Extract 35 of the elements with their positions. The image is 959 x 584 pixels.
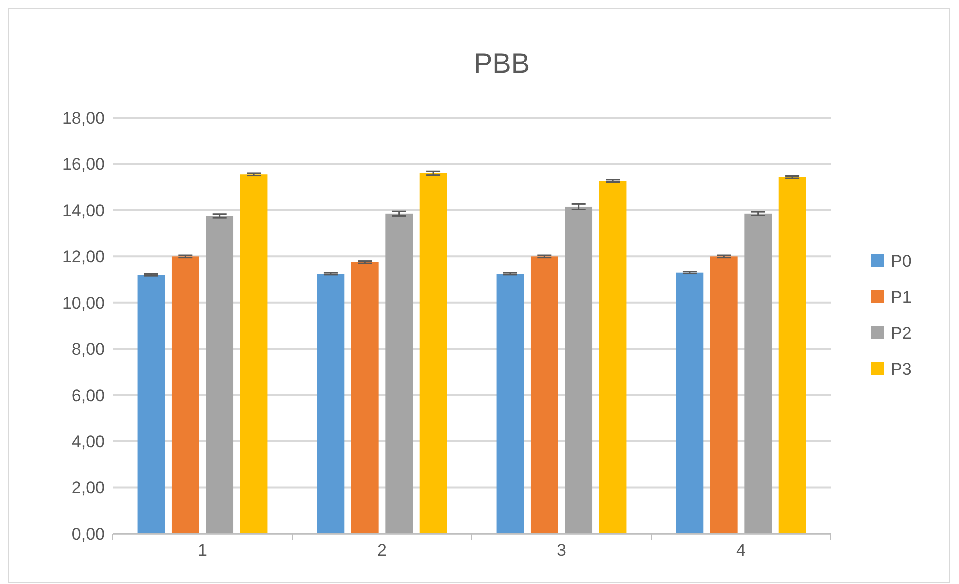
y-tick-label: 14,00 [62, 201, 105, 220]
legend-label: P0 [891, 252, 912, 271]
y-tick-label: 8,00 [72, 340, 105, 360]
bar [710, 256, 738, 534]
x-tick-label: 3 [557, 541, 566, 560]
bar [565, 206, 593, 534]
legend-label: P1 [891, 288, 912, 307]
bar [599, 181, 627, 534]
bar [317, 274, 345, 534]
y-tick-label: 10,00 [62, 294, 105, 313]
bar [138, 275, 166, 534]
bar [676, 272, 704, 534]
legend-label: P2 [891, 324, 912, 343]
y-tick-label: 16,00 [62, 155, 105, 174]
bar [744, 214, 772, 534]
bar [386, 214, 414, 534]
y-tick-label: 2,00 [72, 478, 105, 498]
bar [778, 177, 806, 534]
chart-title: PBB [474, 48, 530, 79]
bar [496, 274, 524, 534]
bar [351, 262, 379, 534]
y-tick-label: 0,00 [72, 524, 105, 544]
bar [530, 256, 558, 534]
bar [420, 173, 448, 534]
y-tick-label: 12,00 [62, 248, 105, 267]
bar [206, 216, 234, 534]
x-tick-label: 2 [378, 541, 387, 560]
y-tick-label: 4,00 [72, 432, 105, 452]
x-tick-label: 1 [198, 541, 208, 560]
bar [240, 174, 268, 534]
y-tick-label: 6,00 [72, 386, 105, 406]
legend-label: P3 [891, 360, 912, 379]
x-tick-label: 4 [736, 541, 746, 560]
bar [172, 256, 200, 534]
y-tick-label: 18,00 [62, 108, 105, 128]
